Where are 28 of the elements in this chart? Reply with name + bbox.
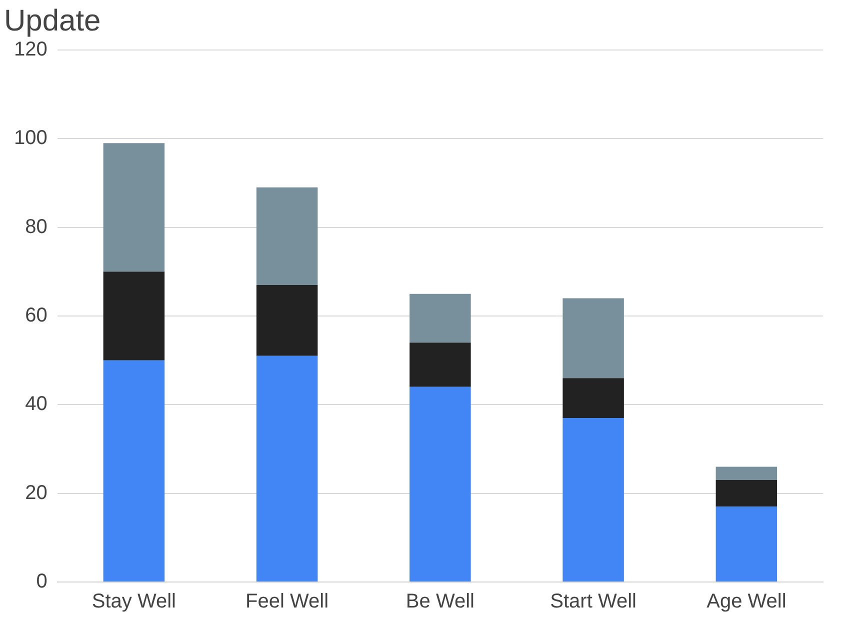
bar xyxy=(103,272,165,360)
bar xyxy=(562,298,624,378)
chart-title: Update xyxy=(4,4,101,38)
bar xyxy=(410,386,471,582)
bar xyxy=(103,143,165,272)
y-tick-label: 60 xyxy=(25,304,48,327)
y-tick-label: 120 xyxy=(14,38,48,61)
bar xyxy=(410,294,471,343)
bar xyxy=(256,356,318,582)
x-tick-label: Start Well xyxy=(550,590,636,613)
bar xyxy=(562,378,624,418)
bar xyxy=(716,466,778,480)
x-tick-label: Stay Well xyxy=(92,590,176,613)
y-tick-label: 20 xyxy=(25,482,48,504)
x-tick-label: Be Well xyxy=(406,590,474,613)
bar xyxy=(716,480,778,507)
bar xyxy=(562,418,624,582)
bar xyxy=(256,187,318,285)
bar xyxy=(716,506,778,582)
y-tick-label: 0 xyxy=(36,570,48,593)
bar xyxy=(256,284,318,356)
bar xyxy=(103,360,165,582)
bar xyxy=(410,342,471,387)
y-tick-label: 40 xyxy=(25,393,48,416)
y-tick-label: 100 xyxy=(14,127,48,150)
y-tick-label: 80 xyxy=(25,216,48,238)
x-tick-label: Feel Well xyxy=(246,590,329,613)
x-tick-label: Age Well xyxy=(706,590,786,613)
